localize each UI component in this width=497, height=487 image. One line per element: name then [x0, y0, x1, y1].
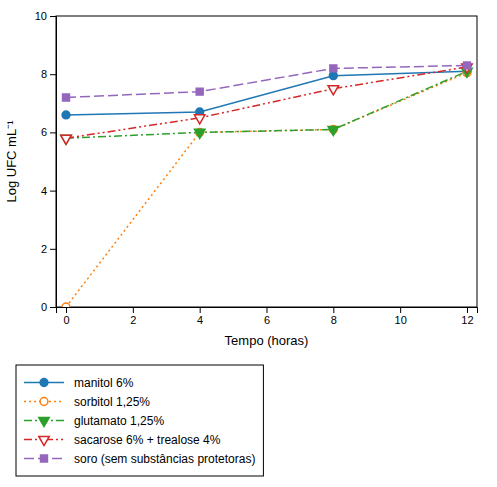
tick-mark — [50, 74, 56, 75]
tick-label: 8 — [41, 68, 47, 80]
tick-mark — [50, 307, 56, 308]
point — [63, 94, 70, 101]
y-axis-title: Log UFC mL⁻¹ — [4, 120, 19, 203]
legend-item: glutamato 1,25% — [24, 414, 164, 428]
point — [194, 129, 205, 138]
tick: 10 — [395, 307, 407, 326]
tick-mark — [66, 307, 67, 313]
point — [464, 62, 471, 69]
legend-marker — [40, 398, 48, 406]
marks — [61, 62, 472, 307]
plot: 0 2 4 6 8 10 12 0 2 4 6 8 10 Tempo (horas) Log UFC mL⁻… — [4, 10, 478, 348]
tick: 2 — [130, 307, 136, 326]
axis-line — [57, 308, 478, 314]
legend-marker — [40, 379, 48, 387]
tick: 2 — [41, 243, 56, 255]
tick-mark — [50, 16, 56, 17]
series — [62, 69, 471, 307]
tick-mark — [50, 132, 56, 133]
legend-item: manitol 6% — [24, 376, 134, 390]
tick-mark — [333, 307, 334, 313]
plot-frame — [56, 16, 477, 307]
series — [62, 67, 471, 118]
series-line — [66, 71, 467, 115]
chart: 0 2 4 6 8 10 12 0 2 4 6 8 10 Tempo (horas) Log UFC mL⁻… — [0, 0, 497, 487]
series-line — [66, 65, 467, 97]
x-axis-title: Tempo (horas) — [225, 333, 309, 348]
legend-box — [16, 365, 263, 476]
legend-marker — [39, 417, 50, 426]
tick-label: 4 — [197, 314, 203, 326]
x-axis: 0 2 4 6 8 10 12 — [57, 307, 478, 326]
series — [61, 64, 472, 144]
legend-label: sacarose 6% + trealose 4% — [74, 433, 221, 447]
series-line — [66, 73, 467, 307]
legend-item: soro (sem substâncias protetoras) — [24, 452, 255, 466]
y-axis: 0 2 4 6 8 10 — [35, 10, 57, 313]
point — [194, 115, 205, 124]
tick-label: 2 — [41, 243, 47, 255]
point — [328, 126, 339, 135]
tick-label: 2 — [130, 314, 136, 326]
series — [63, 62, 471, 101]
tick: 12 — [461, 307, 473, 326]
tick-label: 6 — [264, 314, 270, 326]
point — [328, 86, 339, 95]
point — [62, 303, 70, 307]
tick-label: 0 — [41, 301, 47, 313]
legend: manitol 6% sorbitol 1,25% glutamato 1,25% s… — [16, 365, 263, 476]
tick: 8 — [41, 68, 56, 80]
point — [196, 88, 203, 95]
tick: 4 — [41, 185, 56, 197]
tick: 10 — [35, 10, 56, 22]
legend-label: manitol 6% — [74, 376, 134, 390]
tick-label: 8 — [331, 314, 337, 326]
legend-item: sacarose 6% + trealose 4% — [24, 433, 221, 447]
point — [61, 135, 72, 144]
tick-label: 6 — [41, 126, 47, 138]
point — [329, 72, 337, 80]
series-line — [66, 67, 467, 138]
legend-label: glutamato 1,25% — [74, 414, 164, 428]
legend-marker — [41, 455, 48, 462]
legend-label: soro (sem substâncias protetoras) — [74, 452, 255, 466]
tick-label: 10 — [35, 10, 47, 22]
tick-mark — [467, 307, 468, 313]
tick-mark — [200, 307, 201, 313]
legend-marker — [39, 436, 50, 445]
tick-mark — [50, 191, 56, 192]
point — [61, 135, 72, 144]
legend-label: sorbitol 1,25% — [74, 395, 150, 409]
tick-mark — [133, 307, 134, 313]
tick-label: 0 — [63, 314, 69, 326]
tick-mark — [267, 307, 268, 313]
tick: 0 — [41, 301, 56, 313]
tick: 8 — [331, 307, 337, 326]
tick-label: 12 — [461, 314, 473, 326]
tick: 4 — [197, 307, 203, 326]
tick-mark — [50, 249, 56, 250]
tick: 0 — [63, 307, 69, 326]
tick-label: 4 — [41, 185, 47, 197]
point — [330, 65, 337, 72]
series-line — [66, 71, 467, 138]
legend-item: sorbitol 1,25% — [24, 395, 150, 409]
tick-mark — [400, 307, 401, 313]
tick: 6 — [264, 307, 270, 326]
point — [62, 111, 70, 119]
tick: 6 — [41, 126, 56, 138]
tick-label: 10 — [395, 314, 407, 326]
